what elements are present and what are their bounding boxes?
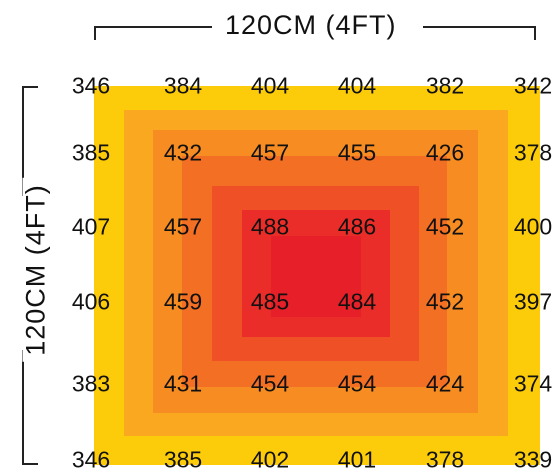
cell-value: 385: [163, 446, 203, 473]
cell-value: 378: [425, 446, 465, 473]
cell-value: 400: [513, 213, 553, 240]
cell-value: 383: [71, 370, 111, 397]
cell-value: 455: [337, 139, 377, 166]
cell-value: 485: [250, 288, 290, 315]
top-dimension-line-left: [94, 26, 212, 28]
cell-value: 406: [71, 288, 111, 315]
cell-value: 397: [513, 288, 553, 315]
height-dimension-label: 120CM (4FT): [21, 178, 51, 362]
cell-value: 374: [513, 370, 553, 397]
cell-value: 457: [250, 139, 290, 166]
heat-band-7: [271, 236, 361, 317]
cell-value: 426: [425, 139, 465, 166]
cell-value: 339: [513, 446, 553, 473]
top-dimension-tick-right: [534, 26, 536, 40]
cell-value: 382: [425, 72, 465, 99]
cell-value: 424: [425, 370, 465, 397]
cell-value: 484: [337, 288, 377, 315]
cell-value: 346: [71, 446, 111, 473]
top-dimension-line-right: [423, 26, 536, 28]
cell-value: 378: [513, 139, 553, 166]
cell-value: 454: [250, 370, 290, 397]
cell-value: 385: [71, 139, 111, 166]
cell-value: 404: [337, 72, 377, 99]
top-dimension-tick-left: [94, 26, 96, 40]
cell-value: 452: [425, 213, 465, 240]
left-dimension-tick-bottom: [22, 463, 38, 465]
cell-value: 401: [337, 446, 377, 473]
cell-value: 432: [163, 139, 203, 166]
cell-value: 404: [250, 72, 290, 99]
left-dimension-line-top: [22, 86, 24, 196]
width-dimension-label: 120CM (4FT): [219, 12, 403, 39]
cell-value: 459: [163, 288, 203, 315]
cell-value: 454: [337, 370, 377, 397]
left-dimension-line-bottom: [22, 350, 24, 465]
cell-value: 407: [71, 213, 111, 240]
cell-value: 384: [163, 72, 203, 99]
cell-value: 486: [337, 213, 377, 240]
cell-value: 431: [163, 370, 203, 397]
cell-value: 457: [163, 213, 203, 240]
left-dimension-tick-top: [22, 86, 38, 88]
cell-value: 488: [250, 213, 290, 240]
cell-value: 452: [425, 288, 465, 315]
cell-value: 402: [250, 446, 290, 473]
cell-value: 342: [513, 72, 553, 99]
cell-value: 346: [71, 72, 111, 99]
